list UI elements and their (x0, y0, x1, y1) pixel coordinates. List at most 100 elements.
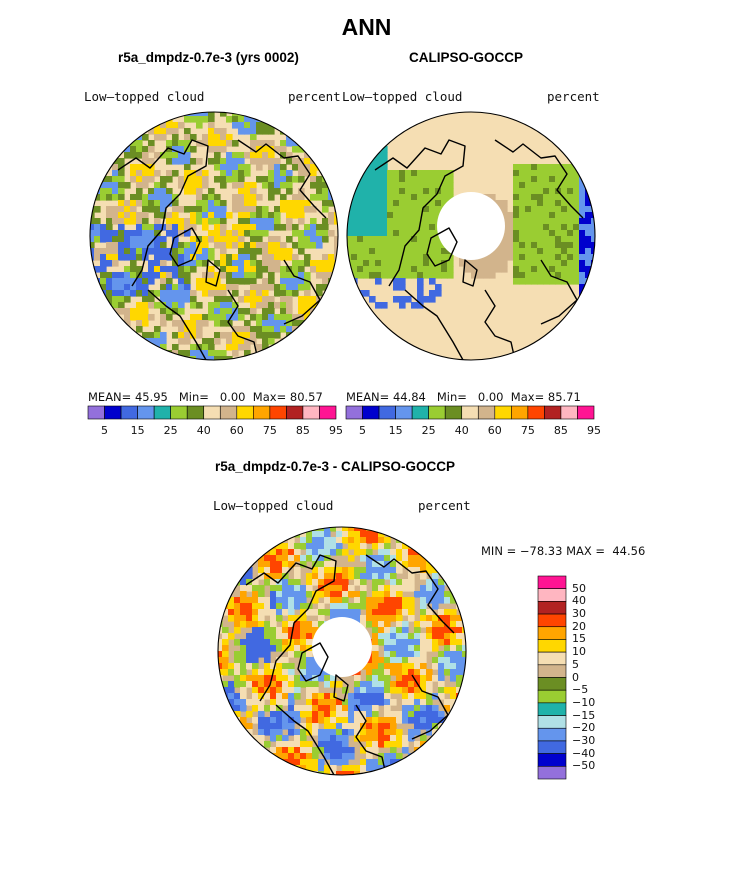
panel1-min-label: Min= (178, 390, 209, 404)
panel1-colorbar-swatch-7 (203, 405, 221, 420)
panel2-map-field (347, 112, 595, 360)
panel2-colorbar (345, 405, 595, 420)
panel1-colorbar-tick-label-0: 5 (101, 424, 109, 437)
panel1-colorbar-swatch-9 (236, 405, 254, 420)
panel2-colorbar-tick-label-4: 60 (487, 424, 502, 437)
panel3-title: r5a_dmpdz-0.7e-3 - CALIPSO-GOCCP (215, 459, 456, 474)
panel2-map-border (346, 111, 596, 361)
panel1-colorbar-swatch-14 (319, 405, 337, 420)
panel3-colorbar-tick-label-3: 20 (572, 619, 586, 633)
panel3-colorbar (537, 575, 567, 780)
panel2-colorbar-ticks: 5 15 25 40 60 75 85 95 (346, 424, 601, 438)
panel3-map-coastlines (245, 554, 455, 775)
panel2-map-coastline-2 (404, 289, 464, 360)
panel1-colorbar-tick-label-3: 40 (196, 424, 211, 437)
panel3-map-coastline-5 (297, 642, 329, 682)
panel2-min-value: 0.00 (477, 390, 504, 404)
panel1-map (89, 111, 339, 361)
panel3-map-border (217, 526, 467, 776)
panel1-colorbar-tick-label-7: 95 (329, 424, 343, 437)
panel2-colorbar-tick-label-7: 95 (587, 424, 601, 437)
panel2-colorbar-swatch-5 (428, 405, 446, 420)
panel2-colorbar-swatch-6 (444, 405, 463, 420)
panel1-colorbar-tick-label-2: 25 (163, 424, 178, 437)
panel1-colorbar-swatch-8 (219, 405, 238, 420)
panel1-map-coastline-0 (117, 139, 209, 287)
panel2-stats: MEAN= 44.84 Min= 0.00 Max= 85.71 (346, 390, 581, 404)
panel3-map-coastline-6 (333, 674, 349, 702)
panel3-colorbar-tick-label-2: 30 (572, 607, 586, 621)
panel1-colorbar-swatch-5 (170, 405, 188, 420)
panel2-map-coastline-5 (426, 227, 458, 267)
panel3-colorbar-swatch-8 (537, 677, 567, 691)
panel1-colorbar-swatch-6 (186, 405, 205, 420)
panel2-max-value: 85.71 (547, 390, 581, 404)
panel3-colorbar-ticks: 50 40 30 20 15 10 5 0 −5 −10 −15 −20 −30 −40 −50 (570, 576, 610, 779)
panel1-map-coastline-3 (227, 289, 259, 360)
panel1-colorbar-swatch-0 (87, 405, 105, 420)
panel3-map-coastline-0 (245, 554, 337, 702)
panel3-variable-label: Low–topped cloud (213, 498, 334, 513)
panel3-map-coastline-3 (355, 704, 387, 775)
panel2-map-coastlines (374, 139, 584, 360)
panel2-map-polar-gap (437, 192, 505, 260)
panel1-colorbar-tick-label-1: 15 (130, 424, 145, 437)
panel3-colorbar-tick-label-5: 10 (572, 645, 586, 659)
panel3-colorbar-tick-label-14: −50 (572, 759, 596, 773)
panel2-colorbar-tick-label-1: 15 (388, 424, 403, 437)
panel3-colorbar-tick-label-9: −10 (572, 695, 596, 709)
figure-title: ANN (341, 14, 392, 40)
panel1-map-coastline-2 (147, 289, 207, 360)
panel3-colorbar-swatch-2 (537, 601, 567, 615)
panel1-colorbar-tick-label-4: 60 (229, 424, 244, 437)
panel3-units-label: percent (418, 498, 471, 513)
panel3-map-coastline-4 (411, 674, 449, 740)
panel2-units-label: percent (547, 89, 600, 104)
panel3-colorbar-tick-label-8: −5 (572, 683, 589, 697)
panel1-mean-label: MEAN= (88, 390, 132, 404)
panel3-colorbar-tick-label-7: 0 (572, 670, 579, 684)
panel1-min-value: 0.00 (219, 390, 246, 404)
panel3-colorbar-tick-label-13: −40 (572, 746, 596, 760)
panel2-max-label: Max= (510, 390, 545, 404)
panel2-colorbar-tick-label-3: 40 (454, 424, 469, 437)
panel3-colorbar-swatch-14 (537, 753, 567, 767)
panel1-colorbar-swatch-3 (137, 405, 155, 420)
panel3-colorbar-tick-label-0: 50 (572, 581, 586, 595)
panel3-colorbar-tick-label-4: 15 (572, 632, 586, 646)
panel3-map-polar-gap (312, 617, 372, 677)
panel2-colorbar-swatch-12 (544, 405, 562, 420)
panel1-colorbar-swatch-2 (120, 405, 138, 420)
panel3-colorbar-swatch-15 (537, 766, 567, 780)
panel1-colorbar-swatch-4 (153, 405, 171, 420)
panel1-colorbar-swatch-10 (253, 405, 271, 420)
panel1-map-border (89, 111, 339, 361)
panel2-colorbar-tick-label-5: 75 (520, 424, 535, 437)
panel1-max-value: 80.57 (289, 390, 323, 404)
panel3-colorbar-swatch-1 (537, 588, 567, 602)
panel3-map-coastline-2 (275, 704, 335, 775)
panel2-colorbar-swatch-13 (560, 405, 578, 420)
panel3-colorbar-swatch-13 (537, 740, 567, 754)
panel1-map-coastlines (117, 139, 327, 360)
panel2-colorbar-swatch-9 (494, 405, 512, 420)
panel3-colorbar-swatch-5 (537, 639, 567, 653)
panel1-colorbar-swatch-12 (286, 405, 304, 420)
panel2-colorbar-swatch-2 (378, 405, 396, 420)
panel3-colorbar-swatch-7 (537, 664, 567, 678)
panel1-stats: MEAN= 45.95 Min= 0.00 Max= 80.57 (88, 390, 323, 404)
panel2-colorbar-tick-label-2: 25 (421, 424, 436, 437)
panel2-mean-value: 44.84 (392, 390, 426, 404)
panel2-colorbar-swatch-10 (511, 405, 529, 420)
panel3-colorbar-swatch-3 (537, 613, 567, 628)
panel1-title: r5a_dmpdz-0.7e-3 (yrs 0002) (118, 50, 299, 65)
panel1-map-coastline-6 (205, 259, 221, 287)
panel3-colorbar-swatch-11 (537, 715, 567, 729)
panel1-units-label: percent (288, 89, 341, 104)
panel3-colorbar-swatch-10 (537, 702, 567, 716)
panel2-colorbar-tick-label-6: 85 (553, 424, 568, 437)
panel1-colorbar-swatch-13 (302, 405, 320, 420)
panel2-colorbar-swatch-7 (461, 405, 479, 420)
panel1-mean-value: 45.95 (134, 390, 168, 404)
panel1-colorbar-tick-label-6: 85 (295, 424, 310, 437)
